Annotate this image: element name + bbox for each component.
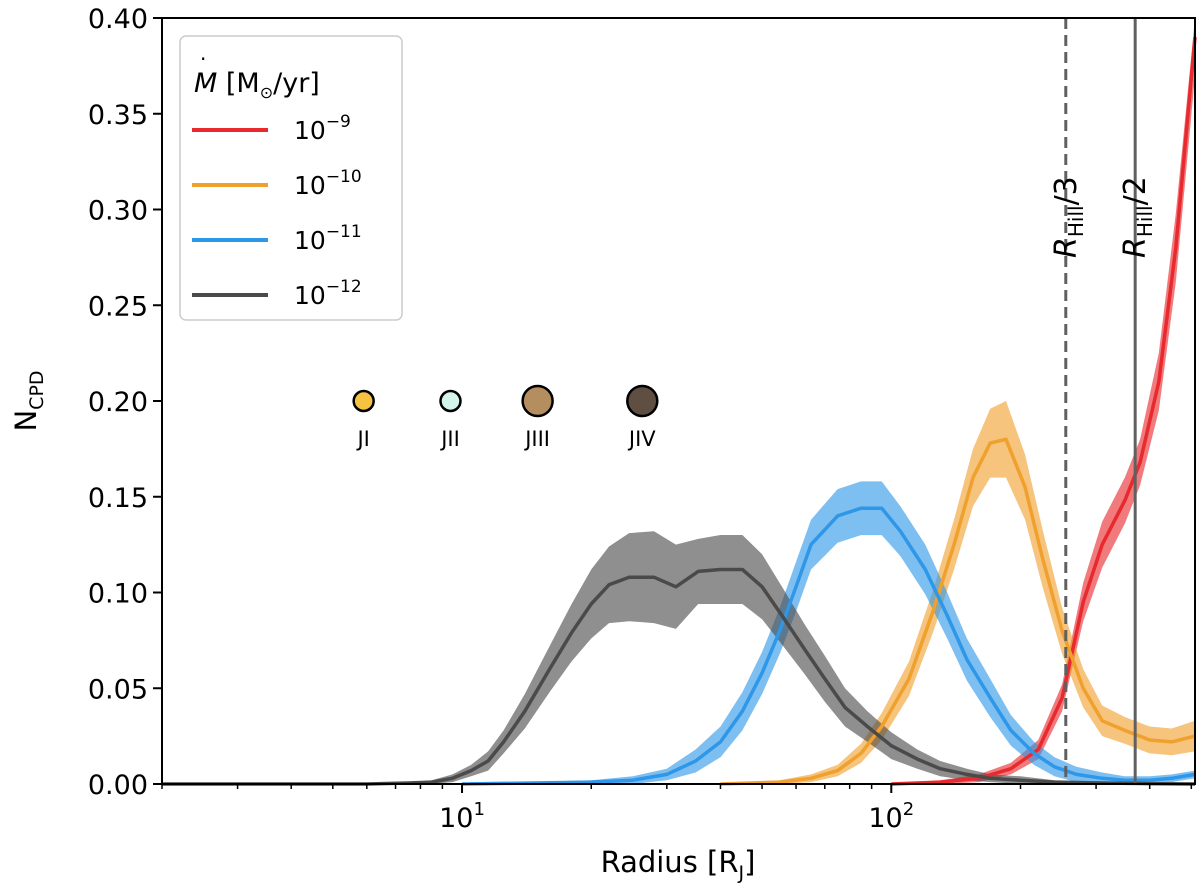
moon-marker-0 (352, 389, 375, 413)
x-tick-label-0: 101 (439, 799, 485, 834)
legend-items: 10−9 10−10 10−11 10−12 (192, 112, 362, 310)
series-lines (162, 36, 1197, 786)
legend: M [M⊙/yr] · 10−9 10−10 10−11 10−12 (179, 35, 403, 321)
legend-title-dot: · (200, 47, 206, 71)
y-tick-label-7: 0.35 (88, 100, 148, 131)
legend-label-1: 10−10 (294, 167, 362, 200)
y-tick-label-2: 0.10 (88, 579, 148, 610)
y-tick-label-4: 0.20 (88, 387, 148, 418)
band-3 (162, 531, 1195, 784)
band-2 (462, 481, 1195, 784)
line-3 (162, 567, 1196, 786)
line-2 (461, 506, 1196, 786)
legend-title: M [M⊙/yr] (194, 68, 320, 102)
y-tick-label-5: 0.25 (88, 291, 148, 322)
legend-box (179, 35, 403, 321)
moon-label-0: JI (355, 427, 369, 451)
reference-lines: RHill/3 RHill/2 (1049, 18, 1157, 784)
line-0 (891, 36, 1197, 786)
x-axis: 101 102 (161, 784, 1193, 834)
y-tick-label-1: 0.05 (88, 674, 148, 705)
moon-label-1: JII (439, 427, 460, 451)
moon-label-2: JIII (523, 427, 550, 451)
line-1 (720, 437, 1196, 786)
vline-label-hill-third: RHill/3 (1049, 176, 1088, 258)
moon-marker-3 (626, 384, 659, 418)
moon-marker-2 (521, 384, 554, 418)
y-axis: 0.00 0.05 0.10 0.15 0.20 0.25 0.30 0.35 0.40 (88, 4, 162, 801)
legend-label-3: 10−12 (294, 277, 362, 310)
x-axis-label: Radius [RJ] (601, 845, 756, 884)
x-tick-label-1: 102 (868, 799, 914, 834)
y-axis-label: NCPD (9, 370, 48, 431)
vline-label-hill-half: RHill/2 (1118, 176, 1157, 258)
moon-label-3: JIV (627, 427, 656, 451)
y-tick-label-8: 0.40 (88, 4, 148, 35)
band-1 (720, 401, 1195, 784)
error-bands (162, 18, 1195, 784)
y-tick-label-6: 0.30 (88, 196, 148, 227)
legend-label-2: 10−11 (294, 222, 362, 255)
moon-markers: JI JII JIII JIV (352, 384, 659, 451)
legend-label-0: 10−9 (294, 112, 351, 145)
band-0 (891, 18, 1195, 784)
y-tick-label-3: 0.15 (88, 483, 148, 514)
moon-marker-1 (439, 389, 462, 413)
y-tick-label-0: 0.00 (88, 770, 148, 801)
